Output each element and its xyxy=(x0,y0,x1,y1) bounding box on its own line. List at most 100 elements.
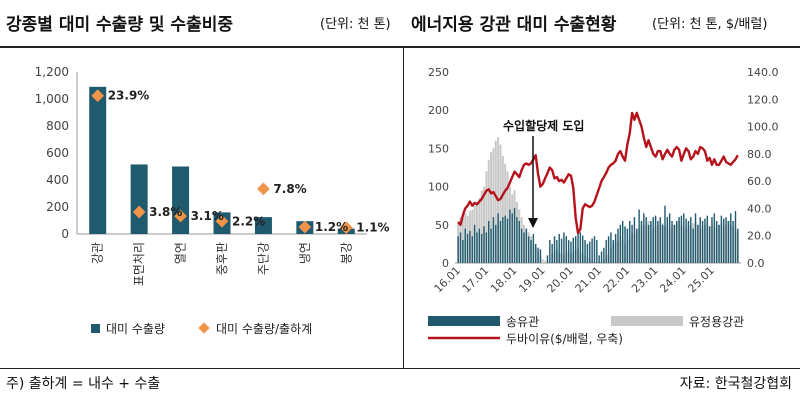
pipeline-bar xyxy=(727,220,730,263)
pipeline-bar xyxy=(685,218,687,263)
octg-bar xyxy=(483,186,486,263)
pipeline-bar xyxy=(664,205,666,263)
pipeline-bar xyxy=(495,224,497,263)
pipeline-bar xyxy=(697,224,699,263)
right-left-y-tick: 50 xyxy=(435,219,449,232)
right-legend: 송유관 유정용강관 두바이유($/배럴, 우축) xyxy=(428,315,744,346)
pipeline-bar xyxy=(499,220,502,263)
pipeline-bar xyxy=(532,233,535,263)
octg-bar xyxy=(504,163,507,263)
pipeline-bar xyxy=(708,226,711,263)
left-legend: 대미 수출량 대미 수출량/출하계 xyxy=(91,322,312,336)
left-ratio-point xyxy=(132,205,146,219)
pipeline-bar xyxy=(676,220,678,263)
left-ratio-point xyxy=(298,220,312,234)
left-ratio-label: 1.1% xyxy=(356,221,389,235)
pipeline-bar xyxy=(511,213,513,263)
pipeline-bar xyxy=(725,217,727,263)
legend-label-export: 대미 수출량 xyxy=(106,322,165,336)
pipeline-bar xyxy=(527,236,530,263)
pipeline-bar xyxy=(516,217,518,263)
legend-label-oil: 두바이유($/배럴, 우축) xyxy=(506,332,623,346)
left-ratio-label: 2.2% xyxy=(232,214,265,228)
pipeline-bar xyxy=(509,209,511,263)
pipeline-bar xyxy=(473,224,476,263)
pipeline-bar xyxy=(582,235,584,263)
left-ratio-point xyxy=(174,209,187,223)
pipeline-bar xyxy=(579,232,582,263)
left-ratio-label: 3.8% xyxy=(149,205,182,219)
pipeline-bar xyxy=(535,243,537,263)
pipeline-bar xyxy=(692,228,694,263)
pipeline-bar xyxy=(469,230,471,263)
pipeline-bar xyxy=(488,220,490,263)
pipeline-bar xyxy=(466,233,469,263)
right-chart-title: 에너지용 강관 대미 수출현황 xyxy=(411,15,617,35)
pipeline-bar xyxy=(718,224,720,263)
right-right-y-tick: 40.0 xyxy=(747,202,772,215)
right-right-y-tick: 120.0 xyxy=(747,93,779,106)
pipeline-bar xyxy=(638,209,640,263)
pipeline-bar xyxy=(565,236,567,263)
panel-divider xyxy=(403,46,404,368)
pipeline-bar xyxy=(713,213,716,263)
pipeline-bar xyxy=(699,217,701,263)
left-y-tick: 200 xyxy=(46,200,69,214)
pipeline-bar xyxy=(643,213,645,263)
quota-annotation-text: 수입할당제 도입 xyxy=(503,118,584,133)
pipeline-bar xyxy=(614,233,617,263)
footer-note: 주) 출하계 = 내수 + 수출 xyxy=(6,376,161,392)
pipeline-bar xyxy=(654,215,657,263)
pipeline-bar xyxy=(694,213,697,263)
pipeline-bar xyxy=(666,217,669,263)
pipeline-bar xyxy=(598,255,600,263)
pipeline-bar xyxy=(647,224,650,263)
pipeline-bar xyxy=(650,220,652,263)
pipeline-bar xyxy=(457,236,459,263)
right-left-y-tick: 250 xyxy=(428,66,449,79)
pipeline-bar xyxy=(497,213,499,263)
footer-rule xyxy=(0,368,800,369)
legend-swatch-pipeline xyxy=(428,316,500,326)
right-chart-unit: (단위: 천 톤, $/배럴) xyxy=(652,17,768,32)
pipeline-bar xyxy=(621,220,624,263)
pipeline-bar xyxy=(556,240,558,263)
pipeline-bar xyxy=(730,213,732,263)
legend-swatch-ratio xyxy=(198,322,210,334)
pipeline-bar xyxy=(476,232,478,263)
left-y-ticks: 0 200 400 600 800 1,000 1,200 xyxy=(35,65,69,241)
legend-swatch-export xyxy=(91,324,100,333)
pipeline-bar xyxy=(551,243,553,263)
pipeline-bar xyxy=(596,240,598,263)
pipeline-bar xyxy=(525,228,528,263)
octg-bar xyxy=(492,148,495,263)
pipeline-bar xyxy=(619,224,622,263)
right-right-y-tick: 140.0 xyxy=(747,66,779,79)
pipeline-bar xyxy=(485,232,488,263)
pipeline-bar xyxy=(678,217,680,263)
octg-bar xyxy=(506,171,509,263)
left-ratio-point xyxy=(339,221,353,234)
right-x-tick: 20.01 xyxy=(544,264,575,295)
pipeline-bar xyxy=(459,232,462,263)
left-category-label: 열연 xyxy=(174,242,188,264)
quota-annotation-arrowhead xyxy=(528,218,538,228)
pipeline-bar xyxy=(483,226,485,263)
pipeline-bar xyxy=(537,247,539,263)
pipeline-bar xyxy=(659,217,661,263)
left-category-label: 표면처리 xyxy=(132,242,146,286)
pipeline-bar xyxy=(704,218,706,263)
pipeline-bar xyxy=(673,224,676,263)
octg-bar xyxy=(487,159,490,263)
pipeline-bar xyxy=(520,228,523,263)
quota-annotation: 수입할당제 도입 xyxy=(503,118,584,228)
pipeline-bar xyxy=(636,228,638,263)
pipeline-bar xyxy=(589,241,591,263)
pipeline-bar xyxy=(549,240,551,263)
footer-source: 자료: 한국철강협회 xyxy=(679,376,792,392)
pipeline-bar xyxy=(668,213,671,263)
octg-bar xyxy=(501,156,504,263)
pipeline-bar xyxy=(626,228,629,263)
pipeline-bar xyxy=(683,213,685,263)
left-ratio-label: 3.1% xyxy=(191,209,224,223)
